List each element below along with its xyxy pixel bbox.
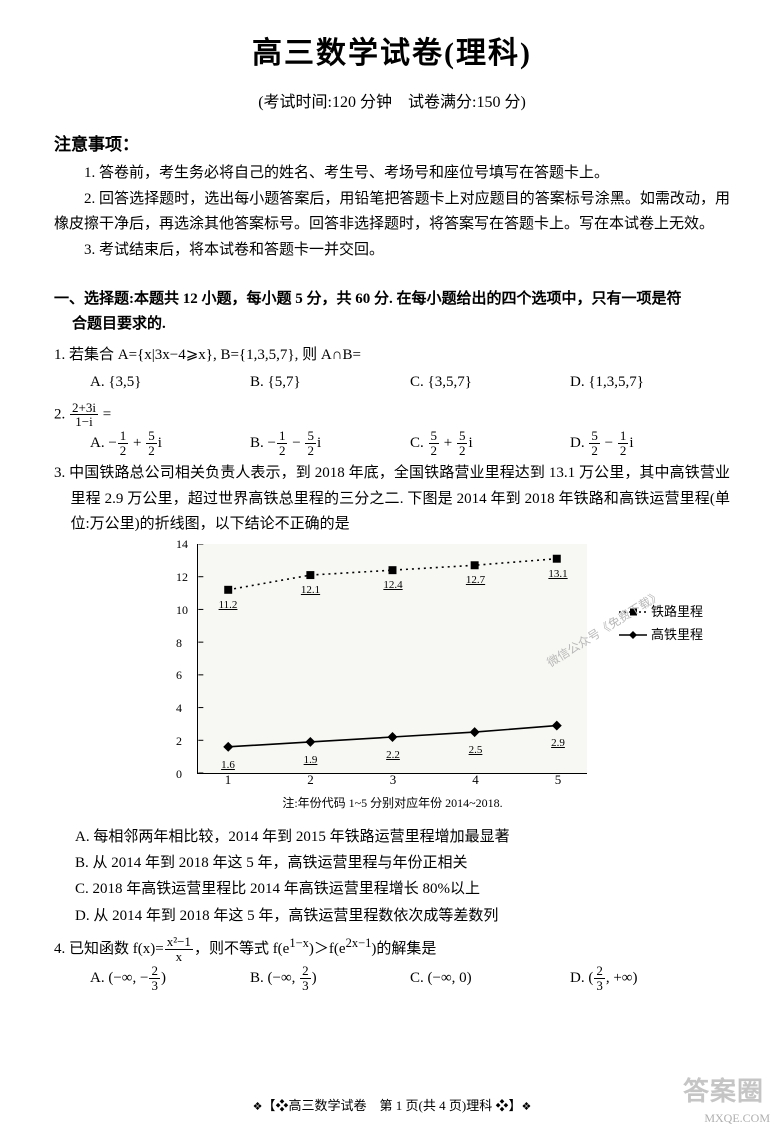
q4-option-b: B. (−∞, 23) xyxy=(250,964,410,993)
question-3: 3. 中国铁路总公司相关负责人表示，到 2018 年底，全国铁路营业里程达到 1… xyxy=(54,461,730,929)
q2-option-d: D. 52 − 12i xyxy=(570,429,730,458)
section-1-line2: 合题目要求的. xyxy=(54,312,730,337)
q3-option-d: D. 从 2014 年到 2018 年这 5 年，高铁运营里程数依次成等差数列 xyxy=(75,903,730,929)
q2-option-c: C. 52 + 52i xyxy=(410,429,570,458)
q4-option-a: A. (−∞, −23) xyxy=(90,964,250,993)
notice-p3: 3. 考试结束后，将本试卷和答题卡一并交回。 xyxy=(54,238,730,264)
data-label: 1.6 xyxy=(221,756,235,775)
x-tick: 3 xyxy=(390,769,397,791)
data-label: 1.9 xyxy=(304,751,318,770)
q2-num: 2+3i xyxy=(70,401,98,416)
q2-den: 1−i xyxy=(70,415,98,429)
data-label: 11.2 xyxy=(219,596,238,615)
q3-stem: 3. 中国铁路总公司相关负责人表示，到 2018 年底，全国铁路营业里程达到 1… xyxy=(54,461,730,538)
notice-p2: 2. 回答选择题时，选出每小题答案后，用铅笔把答题卡上对应题目的答案标号涂黑。如… xyxy=(54,187,730,238)
y-tick: 8 xyxy=(176,632,182,652)
page-title: 高三数学试卷(理科) xyxy=(54,28,730,72)
legend-hsr: 高铁里程 xyxy=(619,623,703,646)
chart-note: 注:年份代码 1~5 分别对应年份 2014~2018. xyxy=(282,793,502,813)
q3-options: A. 每相邻两年相比较，2014 年到 2015 年铁路运营里程增加最显著 B.… xyxy=(54,824,730,929)
q1-option-c: C. {3,5,7} xyxy=(410,368,570,397)
q1-options: A. {3,5} B. {5,7} C. {3,5,7} D. {1,3,5,7… xyxy=(54,368,730,397)
data-label: 13.1 xyxy=(548,565,567,584)
y-tick: 10 xyxy=(176,599,188,619)
section-1-line1: 一、选择题:本题共 12 小题，每小题 5 分，共 60 分. 在每小题给出的四… xyxy=(54,291,682,307)
y-tick: 12 xyxy=(176,567,188,587)
y-tick: 0 xyxy=(176,764,182,784)
subtitle: (考试时间:120 分钟 试卷满分:150 分) xyxy=(54,88,730,112)
q2-option-a: A. −12 + 52i xyxy=(90,429,250,458)
data-label: 12.7 xyxy=(466,571,485,590)
footer-text: 【❖高三数学试卷 第 1 页(共 4 页)理科 ❖】 xyxy=(263,1098,522,1113)
q3-option-c: C. 2018 年高铁运营里程比 2014 年高铁运营里程增长 80%以上 xyxy=(75,876,730,902)
question-1: 1. 若集合 A={x|3x−4⩾x}, B={1,3,5,7}, 则 A∩B=… xyxy=(54,343,730,397)
q2-option-b: B. −12 − 52i xyxy=(250,429,410,458)
notice-header: 注意事项： xyxy=(54,130,730,155)
q2-stem: 2. 2+3i1−i = xyxy=(54,401,730,429)
question-4: 4. 已知函数 f(x)=x²−1x，则不等式 f(e1−x)＞f(e2x−1)… xyxy=(54,933,730,992)
y-tick: 6 xyxy=(176,665,182,685)
q1-stem: 1. 若集合 A={x|3x−4⩾x}, B={1,3,5,7}, 则 A∩B= xyxy=(54,343,730,369)
data-label: 12.4 xyxy=(383,576,402,595)
legend-hsr-label: 高铁里程 xyxy=(651,623,703,646)
q1-option-d: D. {1,3,5,7} xyxy=(570,368,730,397)
data-label: 2.9 xyxy=(551,734,565,753)
q3-option-a: A. 每相邻两年相比较，2014 年到 2015 年铁路运营里程增加最显著 xyxy=(75,824,730,850)
q4-option-c: C. (−∞, 0) xyxy=(410,964,570,993)
y-tick: 4 xyxy=(176,698,182,718)
data-label: 12.1 xyxy=(301,581,320,600)
notice-p1: 1. 答卷前，考生务必将自己的姓名、考生号、考场号和座位号填写在答题卡上。 xyxy=(54,161,730,187)
chart-container: 铁路里程 高铁里程 注:年份代码 1~5 分别对应年份 2014~2018. 0… xyxy=(54,544,730,774)
section-1-header: 一、选择题:本题共 12 小题，每小题 5 分，共 60 分. 在每小题给出的四… xyxy=(54,287,730,337)
page-footer: ❖【❖高三数学试卷 第 1 页(共 4 页)理科 ❖】❖ xyxy=(0,1095,784,1114)
data-label: 2.5 xyxy=(469,741,483,760)
q2-options: A. −12 + 52i B. −12 − 52i C. 52 + 52i D.… xyxy=(54,429,730,458)
y-tick: 14 xyxy=(176,534,188,554)
q2-prefix: 2. xyxy=(54,406,69,422)
y-tick: 2 xyxy=(176,731,182,751)
q2-suffix: = xyxy=(99,406,111,422)
data-label: 2.2 xyxy=(386,746,400,765)
q1-option-b: B. {5,7} xyxy=(250,368,410,397)
q4-options: A. (−∞, −23) B. (−∞, 23) C. (−∞, 0) D. (… xyxy=(54,964,730,993)
x-tick: 2 xyxy=(307,769,314,791)
line-chart: 铁路里程 高铁里程 注:年份代码 1~5 分别对应年份 2014~2018. 0… xyxy=(197,544,587,774)
q1-option-a: A. {3,5} xyxy=(90,368,250,397)
x-tick: 5 xyxy=(555,769,562,791)
q3-option-b: B. 从 2014 年到 2018 年这 5 年，高铁运营里程与年份正相关 xyxy=(75,850,730,876)
notice-block: 1. 答卷前，考生务必将自己的姓名、考生号、考场号和座位号填写在答题卡上。 2.… xyxy=(54,161,730,263)
q4-stem: 4. 已知函数 f(x)=x²−1x，则不等式 f(e1−x)＞f(e2x−1)… xyxy=(54,933,730,964)
x-tick: 4 xyxy=(472,769,479,791)
question-2: 2. 2+3i1−i = A. −12 + 52i B. −12 − 52i C… xyxy=(54,401,730,458)
q4-option-d: D. (23, +∞) xyxy=(570,964,730,993)
